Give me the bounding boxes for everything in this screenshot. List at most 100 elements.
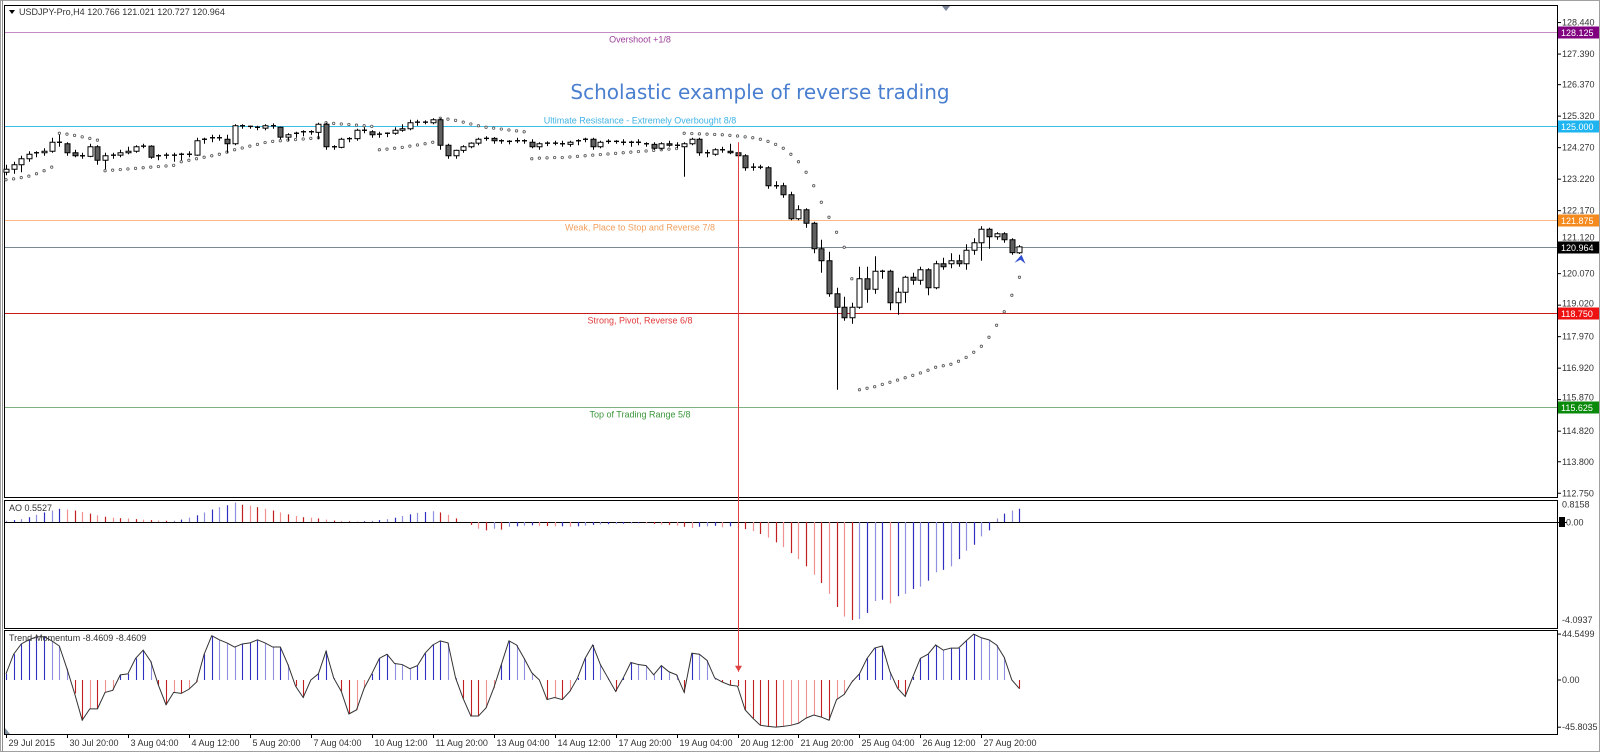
- candle-body: [87, 146, 94, 157]
- dropdown-triangle-icon[interactable]: [9, 10, 15, 14]
- candle: [194, 137, 201, 156]
- price-badge-label: 121.875: [1561, 216, 1594, 226]
- price-tick-label: 126.370: [1562, 80, 1595, 90]
- sar-dot: [857, 388, 862, 392]
- time-tick-label: 27 Aug 20:00: [984, 738, 1037, 748]
- candle-body: [849, 306, 856, 319]
- sar-dot: [263, 140, 267, 145]
- candle-body: [765, 167, 772, 187]
- candle-body: [597, 141, 604, 148]
- sar-dot: [57, 131, 61, 135]
- candle: [925, 268, 932, 296]
- candle: [369, 130, 376, 138]
- sar-dot: [575, 154, 580, 158]
- candle: [248, 125, 253, 129]
- candle: [41, 148, 48, 156]
- candle: [751, 163, 756, 171]
- candle: [232, 124, 239, 146]
- sar-dot: [95, 138, 100, 142]
- sar-dot: [994, 323, 999, 327]
- candle-body: [895, 291, 902, 304]
- candle-body: [133, 146, 140, 152]
- candle-body: [475, 138, 482, 144]
- symbol-header: USDJPY-Pro,H4 120.766 121.021 120.727 12…: [19, 7, 225, 17]
- price-tick-label: 115.870: [1562, 393, 1594, 403]
- sar-dot: [735, 134, 740, 138]
- sar-dot: [705, 132, 709, 136]
- sar-dot: [636, 149, 641, 154]
- sar-dot: [19, 176, 23, 180]
- sar-dot: [1002, 310, 1006, 314]
- tm-axis-label: -45.8035: [1562, 722, 1598, 732]
- sar-dot: [370, 124, 374, 128]
- candle-body: [194, 140, 201, 156]
- sar-dot: [583, 154, 587, 158]
- candle: [332, 145, 337, 150]
- candle: [377, 131, 382, 138]
- sar-dot: [941, 364, 945, 368]
- sar-dot: [781, 146, 785, 150]
- candle: [788, 191, 795, 221]
- sar-dot: [553, 155, 557, 160]
- candle: [560, 140, 565, 147]
- candle-body: [315, 123, 322, 133]
- candle-body: [910, 276, 917, 281]
- candle: [277, 126, 284, 140]
- sar-dot: [949, 362, 953, 366]
- candle: [742, 154, 749, 171]
- candle: [826, 251, 833, 297]
- candle: [484, 136, 489, 141]
- price-badge-label: 118.750: [1561, 309, 1593, 319]
- candle-body: [917, 269, 924, 281]
- candle: [172, 152, 177, 162]
- candle-body: [887, 270, 894, 304]
- candle-body: [460, 146, 467, 151]
- candle-body: [658, 143, 665, 149]
- candle: [18, 155, 25, 173]
- candle: [675, 142, 680, 149]
- candle: [164, 152, 169, 159]
- sar-dot: [842, 245, 846, 249]
- candle: [689, 137, 696, 146]
- candle-body: [399, 128, 406, 131]
- candle: [217, 134, 222, 141]
- candle-body: [224, 138, 231, 145]
- sar-dot: [111, 168, 115, 172]
- candle: [895, 287, 902, 315]
- candle: [255, 125, 260, 131]
- candle-body: [323, 123, 330, 148]
- chart-shift-marker-icon[interactable]: [942, 6, 950, 11]
- sar-dot: [233, 148, 237, 152]
- price-badge: [1558, 307, 1599, 320]
- candle-body: [742, 155, 749, 169]
- candle-body: [430, 119, 437, 124]
- candle: [948, 253, 955, 269]
- tm-axis-label: 0.00: [1562, 675, 1580, 685]
- sar-dot: [4, 178, 8, 182]
- sar-dot: [393, 146, 397, 150]
- time-tick-label: 5 Aug 20:00: [253, 738, 301, 748]
- candle-body: [285, 134, 292, 138]
- candle: [156, 154, 161, 161]
- sar-dot: [339, 122, 343, 126]
- candle-body: [978, 228, 985, 244]
- candle-body: [453, 149, 460, 157]
- candle: [515, 137, 520, 144]
- sar-dot: [103, 169, 107, 173]
- candle: [133, 145, 140, 153]
- candle: [385, 132, 390, 138]
- sar-dot: [476, 124, 481, 128]
- sar-dot: [895, 378, 900, 382]
- time-tick-label: 19 Aug 04:00: [680, 738, 733, 748]
- price-tick-label: 121.120: [1562, 233, 1595, 243]
- sar-dot: [880, 382, 884, 386]
- candle: [621, 139, 626, 146]
- candle-body: [826, 260, 833, 295]
- sar-dot: [187, 158, 191, 162]
- candle-body: [872, 270, 879, 290]
- candle: [658, 142, 665, 150]
- sar-dot: [133, 166, 138, 170]
- candle: [614, 140, 619, 144]
